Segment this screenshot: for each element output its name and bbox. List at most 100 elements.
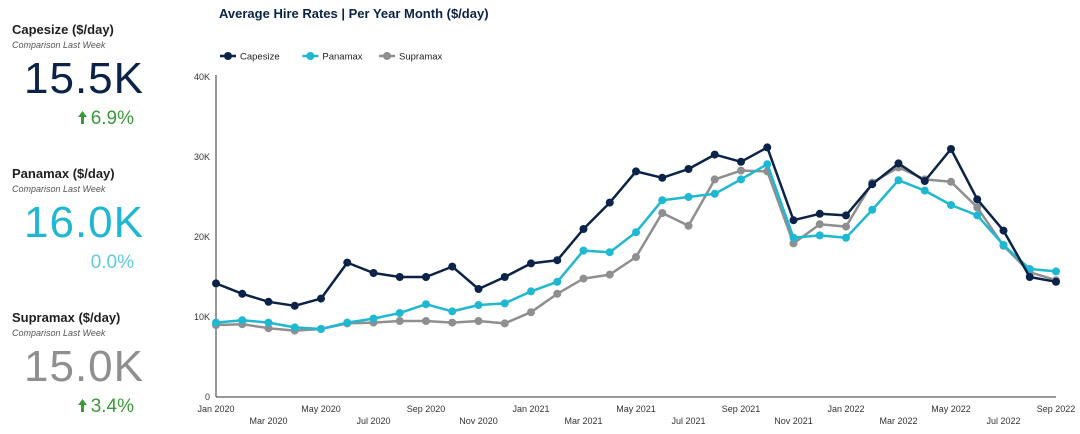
x-tick-label: Jul 2021	[671, 416, 705, 426]
data-point-panamax	[527, 287, 535, 296]
kpi-subtitle: Comparison Last Week	[12, 328, 106, 338]
data-point-supramax	[789, 239, 798, 248]
data-point-panamax	[448, 307, 457, 316]
data-point-capesize	[868, 180, 877, 189]
data-point-panamax	[999, 241, 1008, 249]
data-point-panamax	[264, 318, 273, 327]
data-point-capesize	[815, 209, 824, 218]
data-point-panamax	[290, 323, 299, 332]
data-point-capesize	[842, 211, 850, 220]
data-point-panamax	[474, 301, 483, 309]
data-point-supramax	[553, 289, 562, 298]
data-point-panamax	[605, 248, 614, 257]
data-point-capesize	[658, 173, 667, 182]
data-point-capesize	[369, 269, 378, 277]
series-line-panamax	[215, 162, 1057, 331]
x-tick-label: Mar 2021	[564, 416, 602, 426]
data-point-panamax	[369, 314, 378, 323]
data-point-supramax	[474, 317, 483, 325]
arrow-up-icon	[77, 396, 87, 418]
data-point-panamax	[343, 318, 352, 327]
data-point-supramax	[395, 317, 404, 325]
kpi-change: 6.9%	[90, 108, 134, 130]
data-point-panamax	[395, 309, 404, 317]
data-point-capesize	[212, 279, 220, 288]
data-point-supramax	[448, 318, 457, 327]
data-point-panamax	[894, 176, 903, 185]
data-point-capesize	[238, 289, 247, 298]
data-point-supramax	[264, 324, 273, 333]
kpi-title: Panamax ($/day)	[12, 166, 115, 181]
data-point-panamax	[763, 160, 772, 169]
data-point-supramax	[947, 177, 955, 186]
kpi-panamax: Panamax ($/day) Comparison Last Week 16.…	[12, 166, 162, 274]
legend-marker	[224, 52, 232, 60]
data-point-capesize	[317, 294, 325, 303]
kpi-change-row: 6.9%	[12, 108, 134, 130]
data-point-capesize	[684, 165, 693, 173]
kpi-capesize: Capesize ($/day) Comparison Last Week 15…	[12, 22, 162, 130]
data-point-capesize	[737, 157, 745, 166]
legend-marker	[383, 52, 391, 60]
chart-title: Average Hire Rates | Per Year Month ($/d…	[219, 6, 489, 21]
x-tick-label: Jan 2021	[512, 404, 549, 414]
arrow-up-icon	[77, 108, 87, 130]
data-point-panamax	[973, 211, 982, 220]
data-point-capesize	[999, 226, 1008, 235]
data-point-supramax	[815, 220, 824, 229]
kpi-value: 16.0K	[24, 198, 144, 247]
data-point-capesize	[553, 256, 562, 265]
data-point-supramax	[605, 270, 614, 279]
data-point-capesize	[605, 198, 614, 207]
y-tick-label: 30K	[194, 152, 210, 162]
data-point-capesize	[579, 225, 588, 233]
kpi-change: 3.4%	[90, 396, 134, 418]
data-point-supramax	[842, 222, 850, 231]
data-point-panamax	[684, 193, 693, 201]
kpi-supramax: Supramax ($/day) Comparison Last Week 15…	[12, 310, 162, 418]
kpi-value: 15.5K	[24, 54, 144, 103]
kpi-value: 15.0K	[24, 342, 144, 391]
x-tick-label: Nov 2020	[459, 416, 498, 426]
data-point-panamax	[579, 246, 588, 255]
data-point-capesize	[395, 273, 404, 281]
kpi-change: 0.0%	[90, 252, 134, 273]
data-point-panamax	[632, 228, 640, 237]
data-point-capesize	[947, 145, 955, 153]
data-point-panamax	[789, 233, 798, 242]
data-point-supramax	[973, 203, 982, 212]
kpi-change-row: 3.4%	[12, 396, 134, 418]
legend-label: Capesize	[240, 52, 280, 63]
data-point-panamax	[658, 196, 667, 205]
x-tick-label: Mar 2020	[249, 416, 287, 426]
data-point-capesize	[710, 150, 719, 159]
data-point-supramax	[737, 166, 745, 175]
x-tick-label: Sep 2020	[407, 404, 446, 414]
y-tick-label: 40K	[194, 72, 210, 82]
data-point-panamax	[737, 175, 745, 184]
data-point-capesize	[894, 159, 903, 168]
data-point-capesize	[920, 177, 929, 185]
kpi-subtitle: Comparison Last Week	[12, 184, 106, 194]
y-tick-label: 0	[205, 392, 210, 402]
data-point-supramax	[527, 308, 535, 317]
x-tick-label: May 2022	[931, 404, 971, 414]
data-point-panamax	[920, 186, 929, 195]
data-point-panamax	[212, 318, 220, 327]
data-point-capesize	[1025, 273, 1034, 281]
legend-label: Supramax	[399, 52, 443, 63]
data-point-capesize	[290, 301, 299, 310]
data-point-panamax	[500, 299, 509, 308]
data-point-supramax	[579, 274, 588, 283]
x-tick-label: Jan 2022	[827, 404, 864, 414]
data-point-panamax	[815, 231, 824, 240]
data-point-panamax	[238, 316, 247, 325]
data-point-supramax	[422, 317, 430, 325]
data-point-supramax	[710, 175, 719, 184]
x-tick-label: Mar 2022	[879, 416, 917, 426]
kpi-change-row: 0.0%	[12, 252, 134, 274]
data-point-panamax	[947, 201, 955, 209]
x-tick-label: Sep 2021	[722, 404, 761, 414]
data-point-capesize	[1052, 277, 1060, 286]
